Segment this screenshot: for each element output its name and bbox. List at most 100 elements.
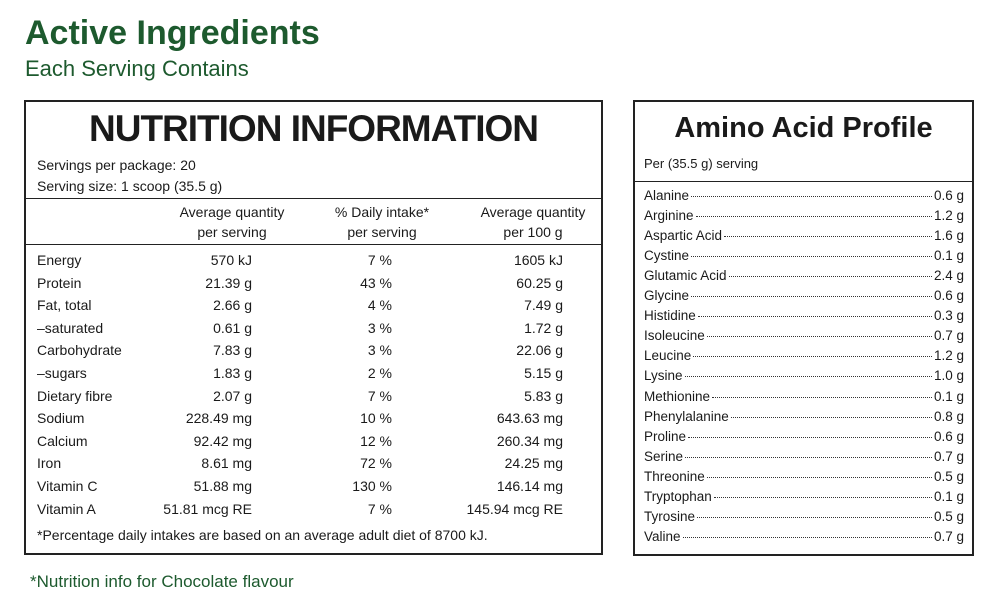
nutrition-title: NUTRITION INFORMATION (89, 108, 539, 149)
amino-value: 0.7 g (933, 448, 964, 464)
nutrient-name: Energy (37, 252, 82, 268)
amino-name: Tyrosine (644, 508, 696, 524)
amino-value: 0.7 g (933, 328, 964, 344)
nutrient-name: Carbohydrate (37, 342, 122, 359)
amino-name: Proline (644, 428, 687, 444)
divider (24, 244, 603, 245)
amino-value: 0.6 g (933, 288, 964, 304)
column-header: Average quantity (480, 204, 586, 220)
footer-note: *Nutrition info for Chocolate flavour (30, 572, 294, 591)
amino-row: Valine 0.7 g (644, 529, 964, 544)
nutrient-name: –sugars (37, 365, 87, 381)
amino-name: Cystine (644, 248, 690, 264)
amino-row: Histidine 0.3 g (644, 308, 964, 323)
amino-row: Alanine 0.6 g (644, 188, 964, 203)
leader (724, 236, 932, 238)
nutrient-value: 51.81 mcg RE (163, 500, 252, 517)
nutrient-value: 22.06 g (516, 342, 563, 359)
amino-value: 1.0 g (933, 368, 964, 384)
amino-value: 0.8 g (933, 408, 964, 424)
leader (682, 536, 932, 538)
nutrient-name: Protein (37, 274, 82, 291)
amino-value: 0.6 g (933, 428, 964, 444)
nutrient-value: 1605 kJ (513, 252, 563, 268)
nutrient-value: 7 % (367, 387, 392, 404)
footnote: *Percentage daily intakes are based on a… (37, 527, 488, 543)
amino-value: 1.2 g (933, 348, 964, 364)
nutrient-value: 72 % (360, 455, 392, 472)
nutrient-value: 7 % (367, 500, 392, 517)
amino-row: Tyrosine 0.5 g (644, 509, 964, 524)
nutrient-value: 92.42 mg (193, 432, 252, 449)
leader (697, 516, 932, 518)
amino-name: Aspartic Acid (644, 228, 723, 244)
nutrient-name: Vitamin C (37, 478, 98, 494)
nutrient-name: Calcium (37, 432, 88, 449)
servings: Servings per package: 20 (37, 157, 196, 173)
column-header: % Daily intake* (334, 204, 430, 220)
leader (697, 316, 932, 318)
amino-name: Valine (644, 528, 681, 544)
amino-value: 0.5 g (933, 468, 964, 484)
amino-value: 0.5 g (933, 508, 964, 524)
nutrient-value: 3 % (367, 342, 392, 359)
nutrient-value: 7 % (367, 252, 392, 268)
divider (24, 198, 603, 199)
amino-name: Isoleucine (644, 328, 705, 344)
amino-name: Glycine (644, 288, 690, 304)
amino-row: Threonine 0.5 g (644, 469, 964, 484)
nutrient-value: 643.63 mg (496, 410, 563, 427)
amino-row: Glycine 0.6 g (644, 288, 964, 303)
nutrient-value: 1.83 g (213, 365, 252, 381)
leader (691, 256, 932, 258)
leader (706, 476, 932, 478)
amino-name: Threonine (644, 468, 705, 484)
nutrient-value: 145.94 mcg RE (466, 500, 564, 517)
amino-row: Glutamic Acid 2.4 g (644, 268, 964, 283)
amino-title: Amino Acid Profile (674, 112, 933, 144)
amino-value: 1.2 g (933, 208, 964, 224)
nutrient-value: 60.25 g (516, 274, 563, 291)
leader (691, 296, 932, 298)
amino-row: Tryptophan 0.1 g (644, 489, 964, 504)
column-header: per serving (197, 224, 267, 240)
nutrient-value: 570 kJ (210, 252, 252, 268)
leader (712, 396, 932, 398)
nutrient-name: –saturated (37, 319, 104, 336)
amino-row: Cystine 0.1 g (644, 248, 964, 263)
nutrient-value: 7.49 g (524, 297, 563, 314)
nutrient-value: 0.61 g (213, 319, 252, 336)
column-header: per 100 g (503, 224, 563, 240)
amino-row: Proline 0.6 g (644, 429, 964, 444)
nutrient-value: 228.49 mg (185, 410, 252, 427)
nutrient-value: 2.07 g (213, 387, 252, 404)
amino-value: 0.6 g (933, 188, 964, 203)
nutrient-name: Dietary fibre (37, 387, 113, 404)
nutrient-value: 8.61 mg (201, 455, 252, 472)
nutrient-value: 260.34 mg (496, 432, 563, 449)
leader (728, 276, 932, 278)
amino-value: 0.3 g (933, 308, 964, 324)
title: Active Ingredients (25, 14, 320, 52)
nutrition-panel (24, 100, 603, 555)
serving-size: Serving size: 1 scoop (35.5 g) (37, 178, 223, 194)
nutrient-name: Iron (37, 455, 62, 472)
amino-value: 1.6 g (933, 228, 964, 244)
nutrient-value: 10 % (360, 410, 392, 427)
nutrient-value: 24.25 mg (504, 455, 563, 472)
leader (713, 496, 932, 498)
nutrient-value: 5.83 g (524, 387, 563, 404)
leader (688, 436, 932, 438)
nutrient-value: 51.88 mg (193, 478, 252, 494)
nutrient-value: 2 % (367, 365, 392, 381)
amino-row: Isoleucine 0.7 g (644, 328, 964, 343)
amino-name: Alanine (644, 188, 690, 203)
divider (633, 181, 974, 182)
amino-value: 0.1 g (933, 388, 964, 404)
column-header: per serving (347, 224, 417, 240)
amino-row: Arginine 1.2 g (644, 208, 964, 223)
nutrient-value: 7.83 g (213, 342, 252, 359)
amino-panel (633, 100, 974, 556)
nutrient-value: 1.72 g (524, 319, 563, 336)
